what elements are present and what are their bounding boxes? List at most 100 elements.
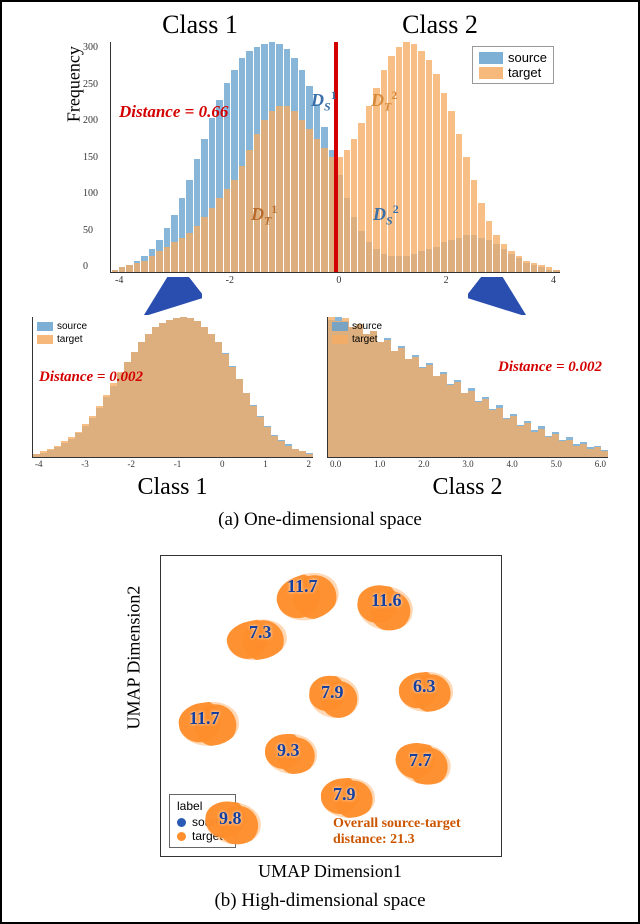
histogram-bar xyxy=(344,150,350,272)
tick-label: 2 xyxy=(444,275,449,286)
histogram-bar xyxy=(47,449,53,457)
histogram-bar xyxy=(306,129,312,272)
histogram-bar xyxy=(75,432,81,457)
cluster-label: 7.9 xyxy=(333,784,356,805)
sm1-xticks: -4-3-2-1012 xyxy=(33,459,313,469)
tick-label: 0 xyxy=(220,459,225,469)
histogram-bar xyxy=(152,327,158,457)
histogram-bar xyxy=(321,148,327,272)
d-t2-label: DT2 xyxy=(371,88,397,115)
histogram-bar xyxy=(384,340,390,457)
histogram-bar xyxy=(314,139,320,272)
figure-container: Class 1 Class 2 Frequency 30025020015010… xyxy=(0,0,640,924)
small-distance-1: Distance = 0.002 xyxy=(39,369,143,386)
histogram-bar xyxy=(486,221,492,272)
swatch-target-sm2 xyxy=(332,335,348,344)
histogram-bar xyxy=(209,208,215,272)
histogram-bar xyxy=(284,106,290,272)
histogram-bar xyxy=(271,436,277,457)
histogram-bar xyxy=(349,327,355,457)
tick-label: 1.0 xyxy=(374,459,385,469)
swatch-source xyxy=(479,52,503,64)
histogram-bar xyxy=(164,247,170,272)
tick-label: -3 xyxy=(81,459,89,469)
histogram-bar xyxy=(587,449,593,457)
swatch-target-sm1 xyxy=(37,335,53,344)
histogram-bar xyxy=(447,385,453,457)
histogram-bar xyxy=(285,446,291,457)
histogram-bar xyxy=(224,189,230,272)
histogram-bar xyxy=(40,451,46,457)
histogram-bar xyxy=(89,416,95,457)
tick-label: 2.0 xyxy=(418,459,429,469)
d-s1-label: DS1 xyxy=(311,88,337,115)
tick-label: 2 xyxy=(307,459,312,469)
histogram-bar xyxy=(475,402,481,457)
histogram-bar xyxy=(411,44,417,272)
legend-small-1: source target xyxy=(37,320,87,346)
legend-small-2: source target xyxy=(332,320,382,346)
histogram-bar xyxy=(370,331,376,457)
histogram-bar xyxy=(299,120,305,272)
tick-label: -2 xyxy=(226,275,234,286)
histogram-bar xyxy=(510,416,516,457)
histogram-bar xyxy=(156,251,162,272)
histogram-bar xyxy=(96,406,102,457)
histogram-bar xyxy=(433,376,439,457)
histogram-bar xyxy=(391,351,397,457)
tick-label: 100 xyxy=(83,188,98,199)
bottom-histograms: source target Distance = 0.002 -4-3-2-10… xyxy=(22,317,618,501)
histogram-bar xyxy=(412,357,418,457)
d-s2-label: DS2 xyxy=(373,202,399,229)
histogram-bar xyxy=(373,88,379,272)
histogram-bar xyxy=(508,251,514,272)
small-label-2: Class 2 xyxy=(327,474,608,501)
histogram-bar xyxy=(580,444,586,457)
x-ticks-top: -4-2024 xyxy=(111,275,560,286)
histogram-bar xyxy=(180,317,186,457)
histogram-bar xyxy=(179,238,185,273)
subcaption-b: (b) High-dimensional space xyxy=(22,890,618,912)
tick-label: 0 xyxy=(336,275,341,286)
small-label-1: Class 1 xyxy=(32,474,313,501)
legend-source-label: source xyxy=(508,50,547,65)
histogram-bar xyxy=(463,157,469,272)
histogram-bar xyxy=(208,334,214,457)
tick-label: 150 xyxy=(83,152,98,163)
histogram-bar xyxy=(377,342,383,457)
histogram-bar xyxy=(61,441,67,457)
histogram-bar xyxy=(187,318,193,457)
class-titles: Class 1 Class 2 xyxy=(80,10,560,40)
legend-top: source target xyxy=(472,46,554,84)
histogram-bar xyxy=(531,432,537,457)
histogram-bar xyxy=(493,235,499,272)
histogram-bar xyxy=(166,320,172,457)
dot-source xyxy=(177,818,186,827)
histogram-bar xyxy=(405,359,411,457)
y-ticks: 300250200150100500 xyxy=(83,42,98,272)
histogram-bar xyxy=(145,334,151,457)
umap-wrap: UMAP Dimension2 label source target Over… xyxy=(140,555,500,882)
legend-sm2-src: source xyxy=(352,320,382,333)
histogram-bar xyxy=(119,267,125,272)
histogram-bar xyxy=(538,265,544,272)
histogram-bar xyxy=(461,393,467,457)
class2-title: Class 2 xyxy=(320,10,560,40)
histogram-bar xyxy=(573,446,579,457)
histogram-bar xyxy=(419,368,425,457)
histogram-bar xyxy=(524,423,530,457)
histogram-bar xyxy=(68,437,74,457)
histogram-bar xyxy=(33,454,39,457)
histogram-bar xyxy=(236,379,242,457)
tick-label: 6.0 xyxy=(595,459,606,469)
legend-sm2-tgt: target xyxy=(352,333,378,346)
histogram-bar xyxy=(278,441,284,457)
histogram-bar xyxy=(257,417,263,457)
histogram-bar xyxy=(546,267,552,272)
overall-distance: Overall source-target distance: 21.3 xyxy=(333,816,493,848)
histogram-bar xyxy=(553,270,559,272)
cluster-label: 9.8 xyxy=(219,808,242,829)
tick-label: 1 xyxy=(263,459,268,469)
histogram-bar xyxy=(351,139,357,272)
cluster-label: 7.7 xyxy=(409,750,432,771)
